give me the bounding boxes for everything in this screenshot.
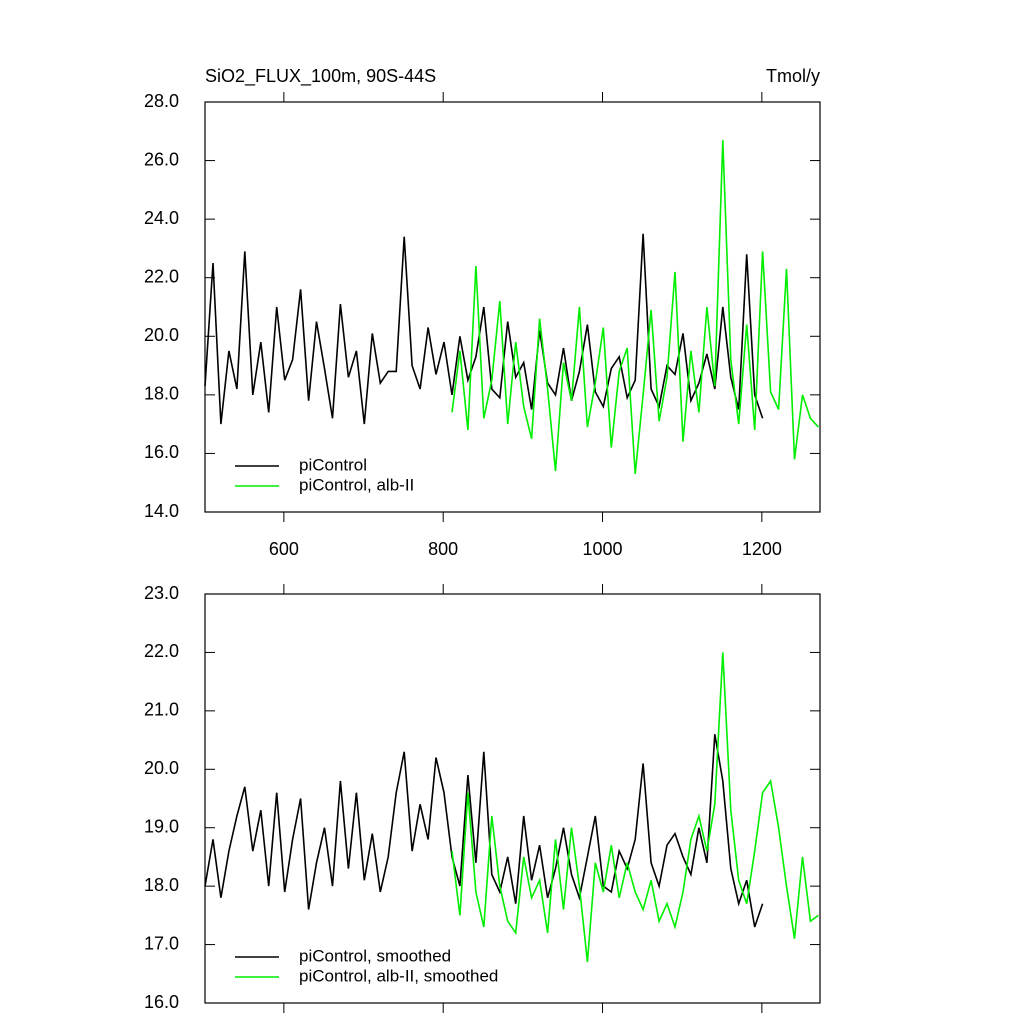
y-tick-label: 22.0 bbox=[144, 266, 179, 286]
x-tick-label: 1000 bbox=[582, 539, 622, 559]
y-tick-label: 28.0 bbox=[144, 91, 179, 111]
legend-label: piControl, alb-II, smoothed bbox=[299, 966, 498, 985]
y-tick-label: 23.0 bbox=[144, 583, 179, 603]
y-tick-label: 18.0 bbox=[144, 384, 179, 404]
plot-frame bbox=[204, 593, 821, 1004]
legend-label: piControl, alb-II bbox=[299, 475, 414, 494]
series-line bbox=[204, 233, 764, 425]
y-tick-label: 19.0 bbox=[144, 816, 179, 836]
y-tick-label: 20.0 bbox=[144, 758, 179, 778]
y-tick-label: 18.0 bbox=[144, 875, 179, 895]
y-tick-label: 21.0 bbox=[144, 700, 179, 720]
y-tick-label: 26.0 bbox=[144, 149, 179, 169]
y-tick-label: 24.0 bbox=[144, 208, 179, 228]
plot-frame bbox=[204, 101, 821, 513]
legend-label: piControl bbox=[299, 455, 367, 474]
series-line bbox=[451, 652, 819, 963]
x-tick-label: 600 bbox=[269, 539, 299, 559]
y-tick-label: 22.0 bbox=[144, 641, 179, 661]
y-tick-label: 14.0 bbox=[144, 501, 179, 521]
legend-label: piControl, smoothed bbox=[299, 946, 451, 965]
x-tick-label: 1200 bbox=[742, 539, 782, 559]
series-line bbox=[451, 140, 819, 474]
y-tick-label: 17.0 bbox=[144, 933, 179, 953]
x-tick-label: 800 bbox=[428, 539, 458, 559]
units-label: Tmol/y bbox=[766, 66, 820, 86]
series-line bbox=[204, 734, 764, 928]
y-tick-label: 20.0 bbox=[144, 325, 179, 345]
y-tick-label: 16.0 bbox=[144, 442, 179, 462]
chart-title: SiO2_FLUX_100m, 90S-44S bbox=[205, 66, 436, 87]
y-tick-label: 16.0 bbox=[144, 992, 179, 1012]
